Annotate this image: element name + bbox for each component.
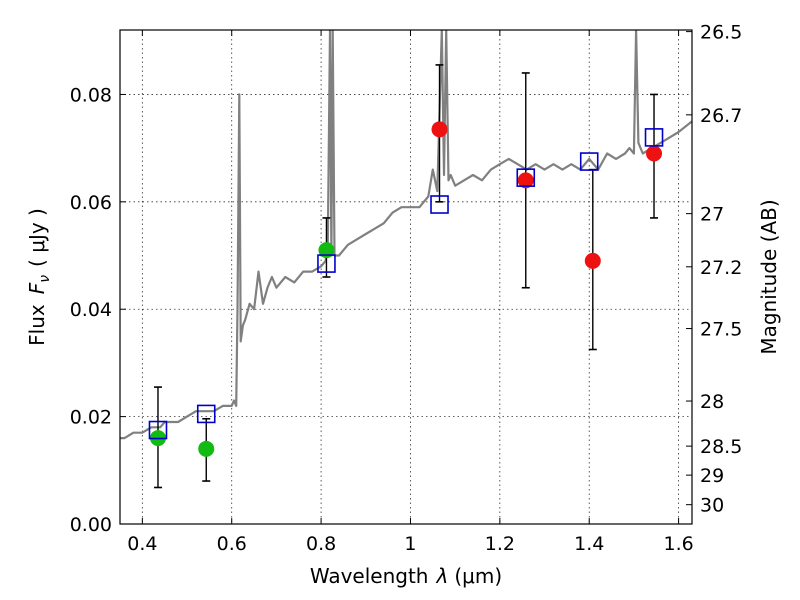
red-data-point [517,172,534,189]
y-tick-label: 0.00 [70,514,112,536]
red-data-point [431,121,448,138]
x-tick-label: 0.6 [217,533,247,555]
plot-frame [119,29,693,525]
y-axis-label: FluxFν( μJy ) [25,208,53,346]
y2-tick-label: 30 [700,495,724,517]
y-tick-label: 0.06 [70,192,112,214]
model-photometry-box [148,420,168,440]
red-data-point [646,145,663,162]
model-spectrum-line [120,30,692,440]
y2-tick-label: 28.5 [700,436,742,458]
model-photometry-box [196,404,216,424]
y-tick-label: 0.02 [70,407,112,429]
x-tick-label: 1.6 [663,533,693,555]
y2-tick-label: 27 [700,204,724,226]
x-tick-label: 1 [404,533,416,555]
model-photometry-box [516,168,536,187]
model-spectrum-layer [120,30,692,440]
y2-ticks: 26.5 26.7 27 27.2 27.5 28 28.5 29 30 [686,22,742,517]
y-ticks: 0.00 0.02 0.04 0.06 0.08 [70,84,126,536]
x-ticks: 0.4 0.6 0.8 1 1.2 1.4 1.6 [127,30,694,555]
plot-background [120,30,692,524]
x-axis-label: Wavelength λ (μm) [310,564,502,588]
y2-tick-label: 27.2 [700,257,742,279]
red-data-point [584,252,601,269]
model-photometry-box [430,195,449,214]
model-photometry-box [644,128,664,147]
y2-tick-label: 27.5 [700,319,742,341]
green-data-point [318,242,335,259]
x-tick-label: 1.4 [574,533,604,555]
x-tick-label: 0.4 [127,533,157,555]
model-photometry-box [579,152,599,171]
model-box-layer [148,128,664,440]
y-tick-label: 0.08 [70,84,112,106]
y2-tick-label: 26.7 [700,105,742,127]
x-tick-label: 0.8 [306,533,336,555]
y2-tick-label: 26.5 [700,22,742,44]
green-data-point [198,440,215,457]
y2-tick-label: 28 [700,391,724,413]
data-point-layer [149,121,663,457]
y2-tick-label: 29 [700,465,724,487]
y-tick-label: 0.04 [70,299,112,321]
y2-axis-label: Magnitude (AB) [757,199,781,354]
x-tick-label: 1.2 [485,533,515,555]
model-photometry-box [317,254,336,273]
